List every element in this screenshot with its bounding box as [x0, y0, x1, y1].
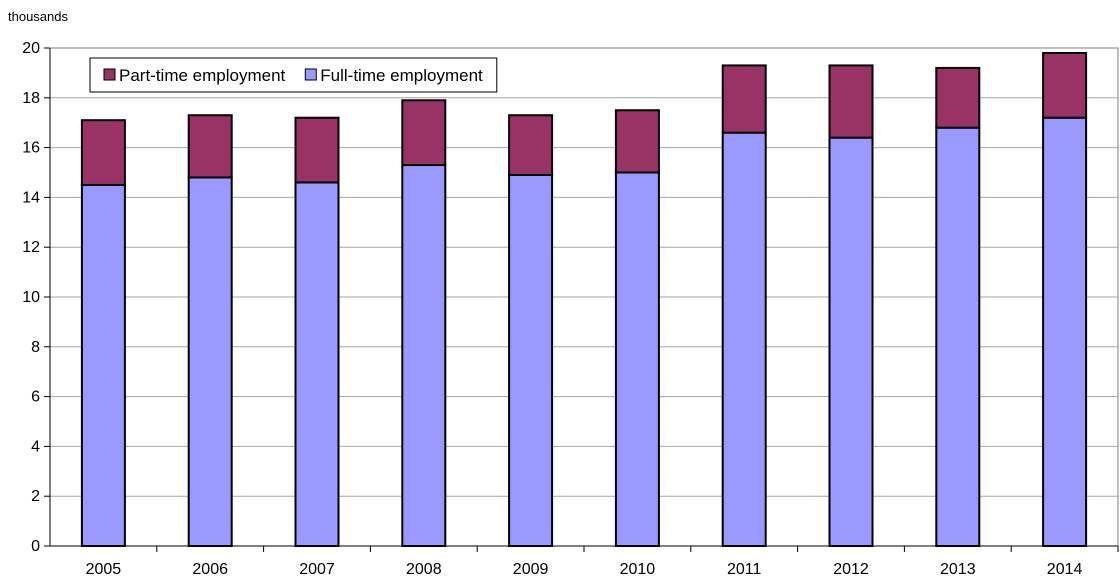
- x-tick-label-2009: 2009: [513, 561, 549, 578]
- bar-full-time-employment-2014: [1042, 116, 1088, 547]
- legend-swatch-full-time-employment: [304, 68, 317, 81]
- bar-full-time-employment-2008: [401, 164, 447, 547]
- bar-full-time-employment-2009: [508, 173, 554, 548]
- bar-full-time-employment-2005: [80, 183, 126, 547]
- y-tick-label-18: 18: [22, 90, 40, 107]
- y-tick-label-10: 10: [22, 289, 40, 306]
- x-tick-labels: 2005 2006 2007 2008 2009 2010 2011 2012 2013 2014: [86, 561, 1083, 578]
- bar-full-time-employment-2013: [935, 126, 981, 548]
- bar-full-time-employment-2010: [614, 171, 660, 547]
- y-tick-label-0: 0: [31, 538, 40, 555]
- y-tick-label-14: 14: [22, 189, 40, 206]
- y-tick-label-2: 2: [31, 488, 40, 505]
- bar-full-time-employment-2012: [828, 136, 874, 547]
- x-tick-label-2007: 2007: [299, 561, 335, 578]
- axes: [44, 47, 1119, 552]
- bar-full-time-employment-2011: [721, 131, 767, 547]
- bar-part-time-employment-2010: [614, 109, 660, 174]
- y-tick-label-20: 20: [22, 40, 40, 57]
- y-tick-label-4: 4: [31, 438, 40, 455]
- x-tick-label-2006: 2006: [192, 561, 228, 578]
- y-tick-labels: 0 2 4 6 8 10 12 14 16 18 20: [22, 40, 40, 555]
- x-tick-label-2008: 2008: [406, 561, 442, 578]
- legend-label-full-time-employment: Full-time employment: [320, 66, 483, 85]
- bar-part-time-employment-2012: [828, 64, 874, 139]
- legend-swatch-part-time-employment: [103, 68, 116, 81]
- bar-part-time-employment-2011: [721, 64, 767, 134]
- y-tick-label-6: 6: [31, 389, 40, 406]
- bar-part-time-employment-2009: [508, 114, 554, 176]
- bar-part-time-employment-2005: [80, 119, 126, 186]
- y-tick-label-16: 16: [22, 140, 40, 157]
- bar-part-time-employment-2007: [294, 116, 340, 184]
- bar-full-time-employment-2007: [294, 181, 340, 548]
- bar-part-time-employment-2006: [187, 114, 233, 179]
- y-tick-label-8: 8: [31, 339, 40, 356]
- bar-part-time-employment-2013: [935, 66, 981, 129]
- x-tick-label-2014: 2014: [1047, 561, 1083, 578]
- x-tick-label-2010: 2010: [620, 561, 656, 578]
- legend-box: [89, 57, 498, 93]
- x-tick-label-2012: 2012: [833, 561, 869, 578]
- x-tick-label-2011: 2011: [727, 561, 762, 578]
- y-axis-unit-label: thousands: [8, 9, 68, 24]
- legend: Part-time employment Full-time employment: [89, 57, 498, 93]
- bars: [80, 51, 1088, 548]
- y-tick-label-12: 12: [22, 239, 40, 256]
- bar-part-time-employment-2008: [401, 99, 447, 167]
- x-tick-label-2005: 2005: [86, 561, 122, 578]
- bar-full-time-employment-2006: [187, 176, 233, 547]
- bar-part-time-employment-2014: [1042, 51, 1088, 119]
- legend-label-part-time-employment: Part-time employment: [119, 66, 286, 85]
- x-tick-label-2013: 2013: [940, 561, 976, 578]
